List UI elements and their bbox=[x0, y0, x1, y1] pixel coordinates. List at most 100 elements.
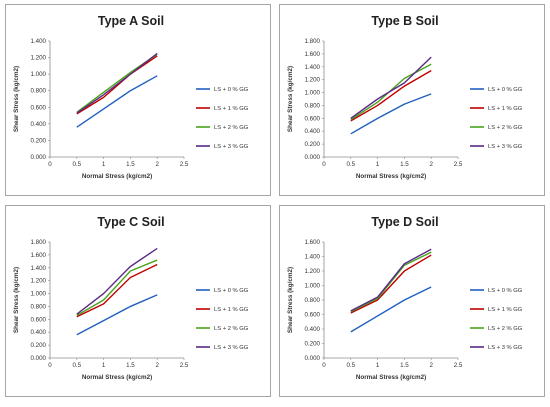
y-tick-label: 1.400 bbox=[305, 64, 321, 71]
y-tick-label: 0.600 bbox=[305, 115, 321, 122]
y-tick-label: 0.000 bbox=[31, 355, 47, 362]
y-axis-label: Shear Stress (kg/cm2) bbox=[287, 267, 294, 333]
chart-panel-type-a: Type A Soil 0.000 0.200 0.400 0.600 0.800 1.00… bbox=[5, 4, 271, 196]
chart-panel-type-b: Type B Soil 0.000 0.200 0.400 0.600 0.800 1.00… bbox=[279, 4, 545, 196]
legend-label: LS + 2 % GG bbox=[214, 125, 249, 131]
chart-title: Type B Soil bbox=[371, 14, 438, 28]
y-axis-label: Shear Stress (kg/cm2) bbox=[13, 267, 20, 333]
y-tick-label: 0.000 bbox=[31, 154, 47, 161]
legend-label: LS + 0 % GG bbox=[214, 288, 249, 294]
y-axis-label: Shear Stress (kg/cm2) bbox=[287, 66, 294, 132]
y-tick-label: 0.000 bbox=[305, 154, 321, 161]
y-tick-label: 1.000 bbox=[31, 71, 47, 78]
x-tick-label: 0.5 bbox=[346, 362, 355, 369]
legend-label: LS + 3 % GG bbox=[488, 144, 523, 150]
x-tick-label: 2.5 bbox=[454, 362, 463, 369]
y-tick-label: 1.000 bbox=[305, 283, 321, 290]
y-tick-label: 0.200 bbox=[31, 137, 47, 144]
legend-label: LS + 3 % GG bbox=[488, 345, 523, 351]
legend-label: LS + 1 % GG bbox=[214, 307, 249, 313]
series-line-0 bbox=[350, 286, 432, 333]
x-tick-label: 2 bbox=[429, 362, 433, 369]
x-tick-label: 0 bbox=[322, 362, 326, 369]
series-line-1 bbox=[76, 263, 158, 318]
series-line-1 bbox=[350, 254, 432, 314]
x-axis-label: Normal Stress (kg/cm2) bbox=[82, 173, 152, 180]
chart-panel-type-d: Type D Soil 0.000 0.200 0.400 0.600 0.800 1.00… bbox=[279, 205, 545, 397]
x-tick-label: 1 bbox=[376, 161, 380, 168]
y-tick-label: 0.200 bbox=[305, 341, 321, 348]
x-tick-label: 0.5 bbox=[72, 362, 81, 369]
chart-title: Type D Soil bbox=[371, 215, 438, 229]
y-tick-label: 0.800 bbox=[305, 102, 321, 109]
y-tick-label: 1.800 bbox=[31, 239, 47, 246]
legend-label: LS + 3 % GG bbox=[214, 144, 249, 150]
legend-label: LS + 2 % GG bbox=[488, 125, 523, 131]
x-axis-label: Normal Stress (kg/cm2) bbox=[356, 173, 426, 180]
chart-title: Type A Soil bbox=[98, 14, 164, 28]
chart-title: Type C Soil bbox=[97, 215, 164, 229]
y-tick-label: 1.200 bbox=[31, 278, 47, 285]
y-tick-label: 1.800 bbox=[305, 38, 321, 45]
legend-label: LS + 2 % GG bbox=[214, 326, 249, 332]
y-tick-label: 0.000 bbox=[305, 355, 321, 362]
y-tick-label: 0.400 bbox=[305, 128, 321, 135]
y-tick-label: 0.400 bbox=[305, 326, 321, 333]
x-tick-label: 2.5 bbox=[454, 161, 463, 168]
x-tick-label: 0 bbox=[48, 362, 52, 369]
y-tick-label: 1.600 bbox=[305, 239, 321, 246]
x-tick-label: 1 bbox=[102, 362, 106, 369]
legend-label: LS + 1 % GG bbox=[488, 307, 523, 313]
series-line-2 bbox=[350, 251, 432, 313]
y-tick-label: 0.200 bbox=[31, 342, 47, 349]
x-tick-label: 2.5 bbox=[180, 362, 189, 369]
x-tick-label: 1.5 bbox=[126, 362, 135, 369]
y-tick-label: 0.200 bbox=[305, 141, 321, 148]
legend-label: LS + 2 % GG bbox=[488, 326, 523, 332]
x-axis-label: Normal Stress (kg/cm2) bbox=[82, 374, 152, 381]
x-tick-label: 1 bbox=[102, 161, 106, 168]
y-tick-label: 0.400 bbox=[31, 329, 47, 336]
x-tick-label: 2 bbox=[155, 362, 159, 369]
series-line-0 bbox=[76, 75, 158, 128]
y-tick-label: 1.000 bbox=[31, 291, 47, 298]
legend-label: LS + 1 % GG bbox=[488, 106, 523, 112]
chart-type-b: Type B Soil 0.000 0.200 0.400 0.600 0.800 1.00… bbox=[287, 14, 523, 180]
legend-label: LS + 0 % GG bbox=[214, 87, 249, 93]
x-tick-label: 0.5 bbox=[346, 161, 355, 168]
y-tick-label: 0.600 bbox=[305, 312, 321, 319]
legend-label: LS + 3 % GG bbox=[214, 345, 249, 351]
y-tick-label: 1.600 bbox=[31, 252, 47, 259]
y-tick-label: 1.400 bbox=[31, 38, 47, 45]
chart-panel-type-c: Type C Soil 0.000 0.200 0.400 0.600 0.800 1.00… bbox=[5, 205, 271, 397]
legend-label: LS + 0 % GG bbox=[488, 288, 523, 294]
y-tick-label: 0.800 bbox=[31, 303, 47, 310]
x-tick-label: 2.5 bbox=[180, 161, 189, 168]
y-tick-label: 1.000 bbox=[305, 90, 321, 97]
series-line-2 bbox=[76, 259, 158, 317]
y-tick-label: 0.600 bbox=[31, 104, 47, 111]
series-line-3 bbox=[76, 52, 158, 114]
x-tick-label: 2 bbox=[155, 161, 159, 168]
y-tick-label: 1.400 bbox=[305, 254, 321, 261]
series-line-1 bbox=[350, 70, 432, 122]
y-tick-label: 1.600 bbox=[305, 51, 321, 58]
y-axis-label: Shear Stress (kg/cm2) bbox=[13, 66, 20, 132]
series-line-3 bbox=[350, 248, 432, 312]
series-line-0 bbox=[76, 294, 158, 336]
y-tick-label: 0.400 bbox=[31, 121, 47, 128]
chart-type-d: Type D Soil 0.000 0.200 0.400 0.600 0.800 1.00… bbox=[287, 215, 523, 381]
x-tick-label: 1 bbox=[376, 362, 380, 369]
series-line-0 bbox=[350, 93, 432, 135]
y-tick-label: 1.400 bbox=[31, 265, 47, 272]
legend-label: LS + 1 % GG bbox=[214, 106, 249, 112]
y-tick-label: 0.800 bbox=[31, 88, 47, 95]
series-line-3 bbox=[76, 247, 158, 315]
y-tick-label: 0.600 bbox=[31, 316, 47, 323]
series-line-3 bbox=[350, 56, 432, 119]
x-tick-label: 0 bbox=[48, 161, 52, 168]
x-axis-label: Normal Stress (kg/cm2) bbox=[356, 374, 426, 381]
chart-type-a: Type A Soil 0.000 0.200 0.400 0.600 0.800 1.00… bbox=[13, 14, 249, 180]
x-tick-label: 0 bbox=[322, 161, 326, 168]
y-tick-label: 1.200 bbox=[31, 55, 47, 62]
